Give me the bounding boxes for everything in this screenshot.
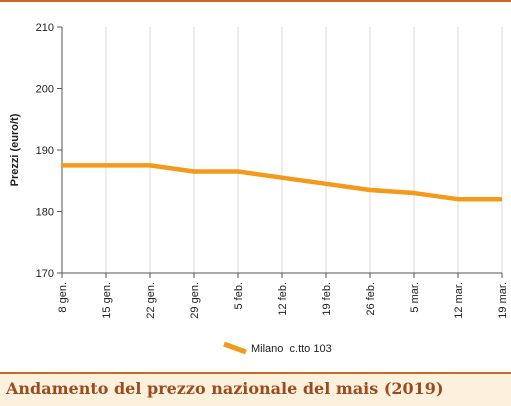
- x-tick-label-2: 22 gen.: [145, 282, 157, 319]
- legend: Milano c.tto 103: [223, 341, 332, 355]
- x-tick-label-9: 12 mar.: [453, 282, 465, 319]
- line-chart: 170 180 190 200 210 8 gen. 15 gen. 22 gen. 29 g…: [9, 22, 509, 355]
- x-tick-label-1: 15 gen.: [101, 282, 113, 319]
- x-tick-label-7: 26 feb.: [365, 282, 377, 316]
- x-tick-labels: 8 gen. 15 gen. 22 gen. 29 gen. 5 feb. 12 feb.…: [57, 282, 509, 319]
- y-tick-label-180: 180: [36, 207, 54, 219]
- y-tick-label-170: 170: [36, 268, 54, 280]
- top-rule: [0, 0, 511, 2]
- legend-label-milano: Milano c.tto 103: [251, 343, 332, 355]
- y-tick-label-210: 210: [36, 22, 54, 34]
- series-lines: [62, 163, 502, 202]
- x-tick-label-10: 19 mar.: [497, 282, 509, 319]
- gridlines: [105, 27, 503, 273]
- caption-rule: [0, 372, 511, 374]
- chart-caption: Andamento del prezzo nazionale del mais …: [6, 379, 444, 398]
- caption-bar: Andamento del prezzo nazionale del mais …: [0, 372, 511, 406]
- y-tick-labels: 170 180 190 200 210: [36, 22, 54, 280]
- y-tick-label-190: 190: [36, 145, 54, 157]
- x-tick-label-5: 12 feb.: [277, 282, 289, 316]
- x-tick-label-4: 5 feb.: [233, 282, 245, 310]
- x-tick-label-6: 19 feb.: [321, 282, 333, 316]
- y-tick-label-200: 200: [36, 84, 54, 96]
- x-tick-label-0: 8 gen.: [57, 282, 69, 313]
- axes: [57, 26, 503, 278]
- legend-swatch-milano: [223, 341, 247, 355]
- x-tick-label-8: 5 mar.: [409, 282, 421, 313]
- series-line-0: [62, 163, 502, 202]
- x-tick-label-3: 29 gen.: [189, 282, 201, 319]
- y-axis-label: Prezzi (euro/t): [9, 113, 21, 186]
